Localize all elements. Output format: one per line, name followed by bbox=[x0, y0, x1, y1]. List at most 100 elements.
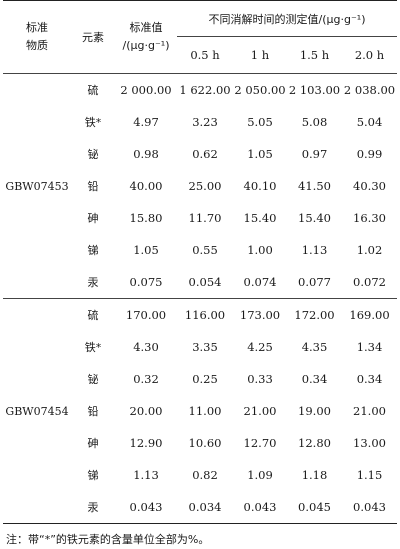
measured-value: 1.18 bbox=[301, 468, 328, 482]
standard-value: 1.05 bbox=[133, 243, 159, 257]
standard-value: 4.30 bbox=[133, 340, 159, 354]
measured-value: 40.10 bbox=[243, 179, 277, 193]
measured-value: 0.072 bbox=[353, 275, 386, 289]
measured-value: 5.05 bbox=[247, 115, 273, 129]
measured-value: 0.043 bbox=[342, 491, 398, 524]
standard-value: 170.00 bbox=[115, 298, 177, 331]
table-row: 锑 1.13 0.82 1.09 1.18 1.15 bbox=[3, 459, 397, 491]
table-footnote: 注：带“*”的铁元素的含量单位全部为%。 bbox=[6, 533, 210, 546]
measured-value: 4.35 bbox=[301, 340, 328, 354]
measured-value: 1.13 bbox=[301, 243, 328, 257]
measured-value: 4.25 bbox=[247, 340, 273, 354]
header-material: 标准 物质 bbox=[3, 0, 71, 74]
measured-value: 13.00 bbox=[353, 436, 386, 450]
element-name: 砷 bbox=[87, 437, 99, 450]
standard-value: 0.32 bbox=[133, 372, 159, 386]
header-time-2: 1.5 h bbox=[287, 36, 342, 74]
measured-value: 116.00 bbox=[177, 298, 233, 331]
standard-value: 0.075 bbox=[129, 275, 163, 289]
table-row: 铋 0.98 0.62 1.05 0.97 0.99 bbox=[3, 138, 397, 170]
measured-value: 2 103.00 bbox=[288, 83, 341, 97]
element-name: 砷 bbox=[87, 212, 99, 225]
standard-value: 12.90 bbox=[129, 436, 163, 450]
measured-value: 169.00 bbox=[342, 298, 398, 331]
table-row: 铁* 4.30 3.35 4.25 4.35 1.34 bbox=[3, 331, 397, 363]
measured-value: 0.34 bbox=[301, 372, 328, 386]
header-element: 元素 bbox=[71, 0, 115, 74]
element-name: 硫 bbox=[71, 298, 115, 331]
measured-value: 0.25 bbox=[192, 372, 218, 386]
measured-value: 5.08 bbox=[301, 115, 328, 129]
table-row: 汞 0.043 0.034 0.043 0.045 0.043 bbox=[3, 491, 398, 524]
measured-value: 12.70 bbox=[243, 436, 277, 450]
data-table-container: 标准 物质 元素 标准值 /(μg·g⁻¹) 不同消解时间的测定值/(μg·g⁻… bbox=[3, 0, 398, 524]
standard-value: 0.043 bbox=[115, 491, 177, 524]
measured-value: 40.30 bbox=[353, 179, 386, 193]
element-name: 铅 bbox=[87, 405, 99, 418]
measured-value: 0.62 bbox=[192, 147, 218, 161]
element-name: 铅 bbox=[87, 180, 99, 193]
element-name: 铁* bbox=[84, 116, 102, 129]
material-name: GBW07453 bbox=[5, 179, 69, 193]
measured-value: 1.34 bbox=[356, 340, 383, 354]
measured-value: 0.34 bbox=[356, 372, 383, 386]
table-row: GBW07454 硫 170.00 116.00 173.00 172.00 169.00 bbox=[3, 298, 398, 524]
measured-value: 12.80 bbox=[298, 436, 331, 450]
measured-value: 0.97 bbox=[301, 147, 328, 161]
measured-value: 0.33 bbox=[247, 372, 273, 386]
header-standard-value: 标准值 /(μg·g⁻¹) bbox=[115, 0, 177, 74]
table-row: 铅 40.00 25.00 40.10 41.50 40.30 bbox=[3, 170, 397, 202]
measured-value: 3.35 bbox=[192, 340, 218, 354]
element-name: 硫 bbox=[87, 84, 99, 97]
measured-value: 0.054 bbox=[188, 275, 222, 289]
header-measured-group: 不同消解时间的测定值/(μg·g⁻¹) bbox=[177, 0, 398, 37]
measured-value: 11.00 bbox=[188, 404, 222, 418]
measured-value: 2 050.00 bbox=[234, 83, 286, 97]
measurement-table: 标准 物质 元素 标准值 /(μg·g⁻¹) 不同消解时间的测定值/(μg·g⁻… bbox=[3, 0, 398, 524]
standard-value: 1.13 bbox=[133, 468, 159, 482]
measured-value: 1.00 bbox=[247, 243, 273, 257]
element-name: 铁* bbox=[84, 341, 102, 354]
material-name: GBW07454 bbox=[3, 298, 71, 524]
standard-value: 0.98 bbox=[133, 147, 159, 161]
measured-value: 0.82 bbox=[192, 468, 218, 482]
measured-value: 11.70 bbox=[188, 211, 222, 225]
measured-value: 19.00 bbox=[298, 404, 331, 418]
measured-value: 16.30 bbox=[353, 211, 386, 225]
element-name: 汞 bbox=[87, 276, 99, 289]
table-row: 砷 12.90 10.60 12.70 12.80 13.00 bbox=[3, 427, 397, 459]
measured-value: 0.045 bbox=[287, 491, 342, 524]
measured-value: 15.40 bbox=[298, 211, 331, 225]
measured-value: 25.00 bbox=[188, 179, 222, 193]
table-row: 砷 15.80 11.70 15.40 15.40 16.30 bbox=[3, 202, 397, 234]
element-name: 锑 bbox=[87, 244, 99, 257]
element-name: 汞 bbox=[71, 491, 115, 524]
header-time-3: 2.0 h bbox=[342, 36, 398, 74]
element-name: 铋 bbox=[87, 148, 99, 161]
measured-value: 0.043 bbox=[233, 491, 287, 524]
table-body: GBW07453 硫 2 000.00 1 622.00 2 050.00 2 103.0… bbox=[3, 74, 398, 524]
standard-value: 4.97 bbox=[133, 115, 159, 129]
header-time-0: 0.5 h bbox=[177, 36, 233, 74]
measured-value: 0.077 bbox=[298, 275, 331, 289]
standard-value: 15.80 bbox=[129, 211, 163, 225]
measured-value: 10.60 bbox=[188, 436, 222, 450]
element-name: 锑 bbox=[87, 469, 99, 482]
table-row: GBW07453 硫 2 000.00 1 622.00 2 050.00 2 103.0… bbox=[3, 74, 397, 193]
standard-value: 40.00 bbox=[129, 179, 163, 193]
measured-value: 41.50 bbox=[298, 179, 331, 193]
header-time-1: 1 h bbox=[233, 36, 287, 74]
measured-value: 3.23 bbox=[192, 115, 218, 129]
table-row: 铅 20.00 11.00 21.00 19.00 21.00 bbox=[3, 395, 397, 427]
measured-value: 5.04 bbox=[356, 115, 383, 129]
element-name: 铋 bbox=[87, 373, 99, 386]
measured-value: 1.09 bbox=[247, 468, 273, 482]
measured-value: 0.99 bbox=[356, 147, 383, 161]
measured-value: 173.00 bbox=[233, 298, 287, 331]
measured-value: 1.02 bbox=[356, 243, 383, 257]
measured-value: 172.00 bbox=[287, 298, 342, 331]
table-row: 铁* 4.97 3.23 5.05 5.08 5.04 bbox=[3, 106, 397, 138]
measured-value: 2 038.00 bbox=[343, 83, 396, 97]
table-row: 铋 0.32 0.25 0.33 0.34 0.34 bbox=[3, 363, 397, 395]
measured-value: 1.05 bbox=[247, 147, 273, 161]
